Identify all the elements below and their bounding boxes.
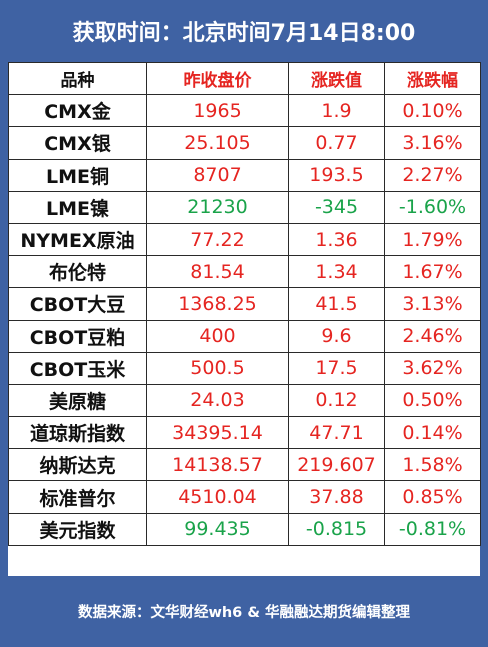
cell-close: 81.54 <box>146 255 289 289</box>
table-row: 布伦特 81.54 1.34 1.67% <box>8 255 481 289</box>
cell-pct: 2.46% <box>384 319 481 353</box>
cell-change: 0.12 <box>288 383 385 418</box>
quote-table-container: 品种 昨收盘价 涨跌值 涨跌幅 CMX金 1965 1.9 0.10% CMX银 25.1… <box>8 61 481 576</box>
cell-close: 500.5 <box>146 351 289 385</box>
cell-name: CBOT豆粕 <box>8 319 147 353</box>
cell-pct: 0.10% <box>384 94 481 128</box>
cell-close: 99.435 <box>146 512 289 546</box>
cell-name: LME铜 <box>8 158 147 192</box>
cell-pct: 1.67% <box>384 255 481 289</box>
cell-name: 美原糖 <box>8 383 147 418</box>
cell-pct: 1.58% <box>384 448 481 482</box>
cell-name: 布伦特 <box>8 255 147 289</box>
cell-pct: -0.81% <box>384 512 481 546</box>
cell-close: 21230 <box>146 190 289 224</box>
cell-change: 1.36 <box>288 222 385 257</box>
table-row: LME镍 21230 -345 -1.60% <box>8 190 481 224</box>
page-title: 获取时间：北京时间7月14日8:00 <box>72 21 416 46</box>
table-header-row: 品种 昨收盘价 涨跌值 涨跌幅 <box>8 61 481 96</box>
cell-close: 4510.04 <box>146 480 289 514</box>
table-row: 美元指数 99.435 -0.815 -0.81% <box>8 512 481 546</box>
table-row: 美原糖 24.03 0.12 0.50% <box>8 383 481 418</box>
cell-change: 1.9 <box>288 94 385 128</box>
cell-name: CMX银 <box>8 126 147 160</box>
cell-pct: -1.60% <box>384 190 481 224</box>
table-row: CMX银 25.105 0.77 3.16% <box>8 126 481 160</box>
cell-close: 14138.57 <box>146 448 289 482</box>
table-row: NYMEX原油 77.22 1.36 1.79% <box>8 222 481 257</box>
cell-pct: 2.27% <box>384 158 481 192</box>
cell-change: 47.71 <box>288 416 385 450</box>
cell-name: CMX金 <box>8 94 147 128</box>
cell-change: 0.77 <box>288 126 385 160</box>
cell-change: 17.5 <box>288 351 385 385</box>
cell-change: -345 <box>288 190 385 224</box>
column-header-change: 涨跌值 <box>288 61 385 96</box>
cell-close: 400 <box>146 319 289 353</box>
cell-pct: 3.13% <box>384 287 481 321</box>
cell-change: 219.607 <box>288 448 385 482</box>
cell-pct: 0.85% <box>384 480 481 514</box>
cell-change: 9.6 <box>288 319 385 353</box>
cell-name: LME镍 <box>8 190 147 224</box>
cell-close: 1368.25 <box>146 287 289 321</box>
cell-change: 37.88 <box>288 480 385 514</box>
cell-close: 25.105 <box>146 126 289 160</box>
cell-pct: 0.50% <box>384 383 481 418</box>
table-row: 纳斯达克 14138.57 219.607 1.58% <box>8 448 481 482</box>
cell-change: 41.5 <box>288 287 385 321</box>
table-row: CMX金 1965 1.9 0.10% <box>8 94 481 128</box>
cell-close: 1965 <box>146 94 289 128</box>
column-header-name: 品种 <box>8 61 147 96</box>
quote-table: 品种 昨收盘价 涨跌值 涨跌幅 CMX金 1965 1.9 0.10% CMX银 25.1… <box>8 61 481 546</box>
cell-pct: 1.79% <box>384 222 481 257</box>
source-note: 数据来源：文华财经wh6 & 华融融达期货编辑整理 <box>77 605 411 621</box>
cell-name: NYMEX原油 <box>8 222 147 257</box>
cell-close: 34395.14 <box>146 416 289 450</box>
cell-change: 1.34 <box>288 255 385 289</box>
cell-name: CBOT大豆 <box>8 287 147 321</box>
cell-close: 8707 <box>146 158 289 192</box>
cell-pct: 3.62% <box>384 351 481 385</box>
cell-name: 美元指数 <box>8 512 147 546</box>
table-row: CBOT大豆 1368.25 41.5 3.13% <box>8 287 481 321</box>
cell-name: 道琼斯指数 <box>8 416 147 450</box>
table-row: LME铜 8707 193.5 2.27% <box>8 158 481 192</box>
cell-name: 标准普尔 <box>8 480 147 514</box>
cell-close: 24.03 <box>146 383 289 418</box>
cell-name: 纳斯达克 <box>8 448 147 482</box>
table-row: 标准普尔 4510.04 37.88 0.85% <box>8 480 481 514</box>
table-row: CBOT豆粕 400 9.6 2.46% <box>8 319 481 353</box>
cell-name: CBOT玉米 <box>8 351 147 385</box>
cell-change: -0.815 <box>288 512 385 546</box>
table-row: CBOT玉米 500.5 17.5 3.62% <box>8 351 481 385</box>
column-header-pct: 涨跌幅 <box>384 61 481 96</box>
cell-pct: 0.14% <box>384 416 481 450</box>
table-row: 道琼斯指数 34395.14 47.71 0.14% <box>8 416 481 450</box>
cell-change: 193.5 <box>288 158 385 192</box>
cell-pct: 3.16% <box>384 126 481 160</box>
column-header-close: 昨收盘价 <box>146 61 289 96</box>
cell-close: 77.22 <box>146 222 289 257</box>
